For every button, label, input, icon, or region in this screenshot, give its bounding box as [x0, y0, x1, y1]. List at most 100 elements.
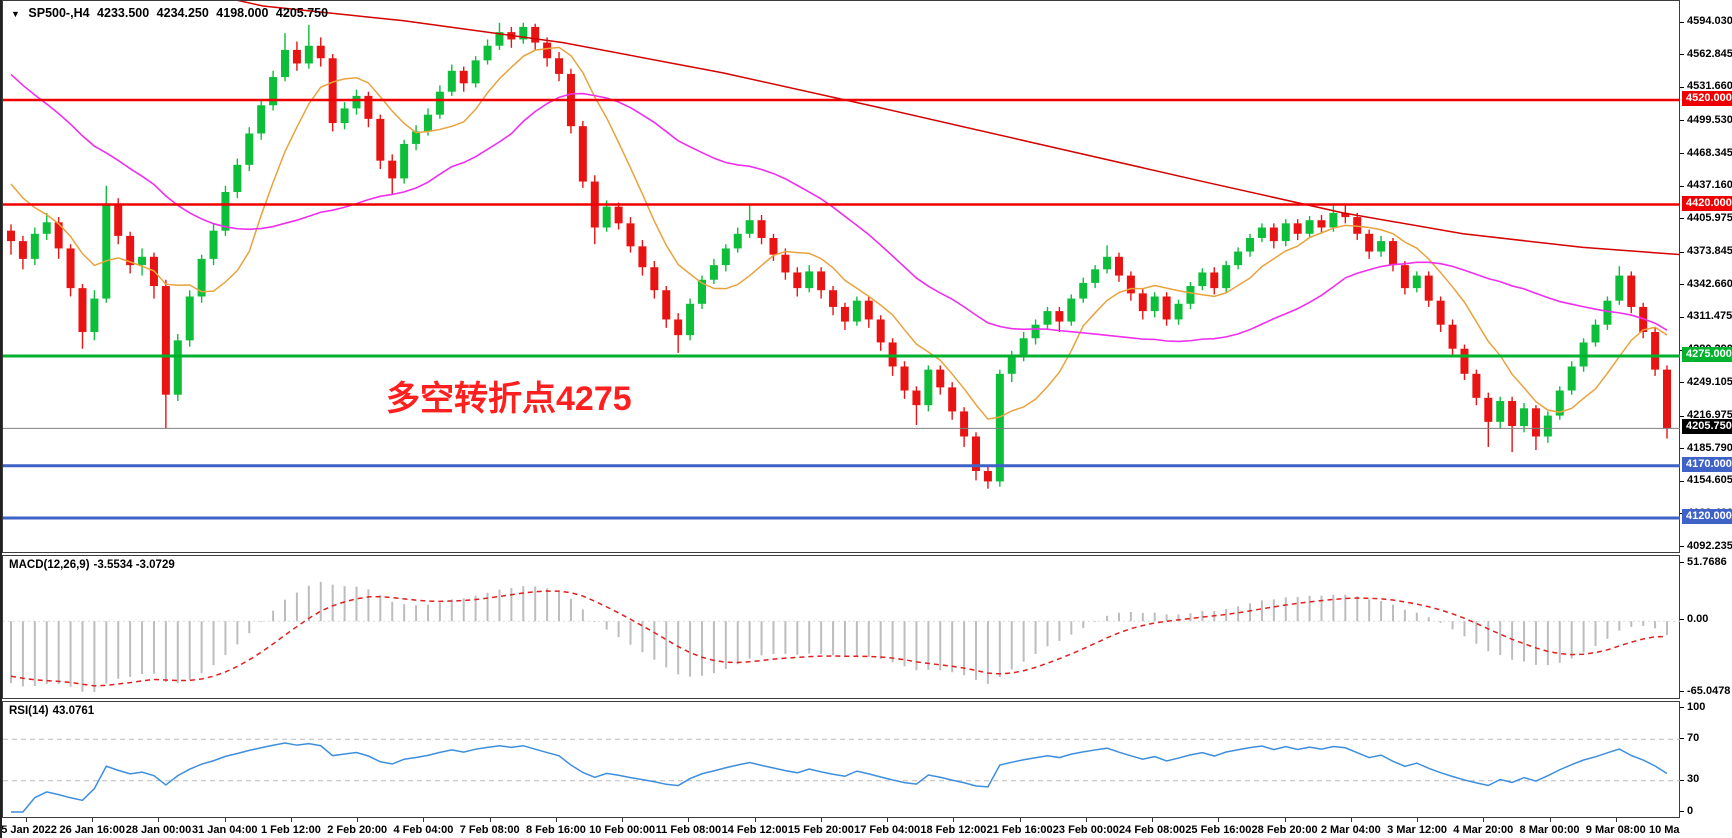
candle: [281, 33, 290, 82]
candle: [626, 217, 635, 253]
candle: [483, 39, 492, 65]
axis-tick: [1680, 546, 1684, 547]
candle: [662, 286, 671, 328]
time-tick: [1417, 818, 1419, 822]
candle: [412, 125, 421, 151]
time-label: 17 Feb 04:00: [854, 824, 921, 836]
time-tick: [555, 818, 557, 822]
time-label: 11 Feb 08:00: [655, 824, 722, 836]
time-axis[interactable]: 25 Jan 2022 26 Jan 16:00 28 Jan 00:00 31 Ja…: [0, 818, 1715, 838]
axis-tick: [1680, 562, 1684, 564]
price-tick-label: 4154.605: [1687, 474, 1732, 487]
time-tick: [688, 818, 690, 822]
time-label: 3 Mar 12:00: [1387, 824, 1447, 836]
candle: [1603, 296, 1612, 330]
price-tick-label: 70: [1687, 731, 1700, 744]
candle: [1317, 214, 1326, 234]
time-tick: [1549, 818, 1551, 822]
axis-tick: [1680, 284, 1684, 286]
candle: [340, 102, 349, 130]
candle: [388, 154, 397, 195]
candle: [638, 240, 647, 276]
candle: [1257, 223, 1266, 243]
time-label: 2 Mar 04:00: [1320, 824, 1381, 836]
candle: [1412, 271, 1421, 293]
candle: [1365, 229, 1374, 259]
candle: [709, 258, 718, 284]
candle: [102, 185, 111, 303]
price-badge: 4520.000: [1682, 91, 1732, 107]
candle: [1460, 344, 1469, 381]
candle: [555, 51, 564, 82]
annotation-text[interactable]: 多空转折点4275: [386, 380, 632, 418]
candle: [1138, 288, 1147, 320]
price-axis[interactable]: 4594.030 4562.845 4531.660 4499.530 4468.345…: [1680, 0, 1732, 838]
time-label: 25 Jan 2022: [0, 824, 57, 836]
price-tick-label: 4249.105: [1687, 375, 1732, 388]
macd-canvas[interactable]: [3, 556, 1681, 700]
candle: [1091, 265, 1100, 289]
macd-panel: MACD(12,26,9) -3.5534 -3.0729: [2, 555, 1681, 700]
candle: [1615, 266, 1624, 305]
candle: [364, 91, 373, 128]
ohlc-open: 4233.500: [97, 6, 150, 20]
candle: [912, 386, 921, 425]
candle: [650, 260, 659, 299]
price-badge: 4275.000: [1682, 347, 1732, 363]
price-tick-label: 51.7686: [1687, 555, 1727, 568]
price-tick-label: 4468.345: [1687, 146, 1732, 159]
time-label: 18 Feb 12:00: [920, 824, 987, 836]
rsi-name: RSI(14): [9, 705, 49, 717]
candle: [864, 296, 873, 328]
main-chart-panel: ▼ SP500-,H4 4233.500 4234.250 4198.000 4…: [2, 0, 1681, 553]
candle: [876, 315, 885, 351]
candle: [1162, 292, 1171, 326]
candle: [1150, 292, 1159, 318]
price-tick-label: 4405.975: [1687, 211, 1732, 224]
candle: [1400, 260, 1409, 295]
time-tick: [26, 818, 27, 822]
time-label: 1 Feb 12:00: [260, 824, 321, 836]
candle: [233, 158, 242, 199]
candle: [459, 66, 468, 92]
price-tick-label: 100: [1687, 700, 1706, 713]
candle: [1627, 271, 1636, 314]
axis-tick: [1680, 691, 1684, 693]
collapse-icon[interactable]: ▼: [11, 9, 20, 19]
candle: [817, 267, 826, 299]
candle: [90, 290, 99, 341]
time-tick: [489, 818, 491, 822]
candle: [471, 56, 480, 88]
axis-tick: [1680, 86, 1684, 88]
candle: [78, 283, 87, 349]
rsi-canvas[interactable]: [3, 702, 1681, 819]
candle: [1448, 319, 1457, 355]
candle: [30, 227, 39, 266]
candle: [1067, 294, 1076, 326]
candle: [1508, 396, 1517, 453]
time-label: 23 Feb 00:00: [1052, 824, 1119, 836]
axis-tick: [1680, 619, 1684, 621]
candle: [1198, 268, 1207, 291]
price-tick-label: 4499.530: [1687, 113, 1732, 126]
main-chart-canvas[interactable]: [3, 1, 1681, 553]
time-label: 28 Feb 20:00: [1251, 824, 1318, 836]
price-tick-label: 0.00: [1687, 612, 1709, 625]
candle: [197, 254, 206, 303]
candle: [686, 298, 695, 341]
time-tick: [290, 818, 292, 822]
macd-values: -3.5534 -3.0729: [93, 559, 175, 571]
candle: [1305, 216, 1314, 238]
price-badge: 4205.750: [1682, 419, 1732, 435]
candle: [328, 54, 337, 132]
candle: [209, 224, 218, 266]
candle: [114, 198, 123, 245]
time-label: 26 Jan 16:00: [59, 824, 125, 836]
candle: [292, 41, 301, 71]
time-label: 24 Feb 08:00: [1119, 824, 1186, 836]
candle: [66, 244, 75, 297]
candle: [245, 127, 254, 172]
candle: [1293, 219, 1302, 241]
chart-title: ▼ SP500-,H4 4233.500 4234.250 4198.000 4…: [11, 6, 332, 20]
time-tick: [1085, 818, 1087, 822]
